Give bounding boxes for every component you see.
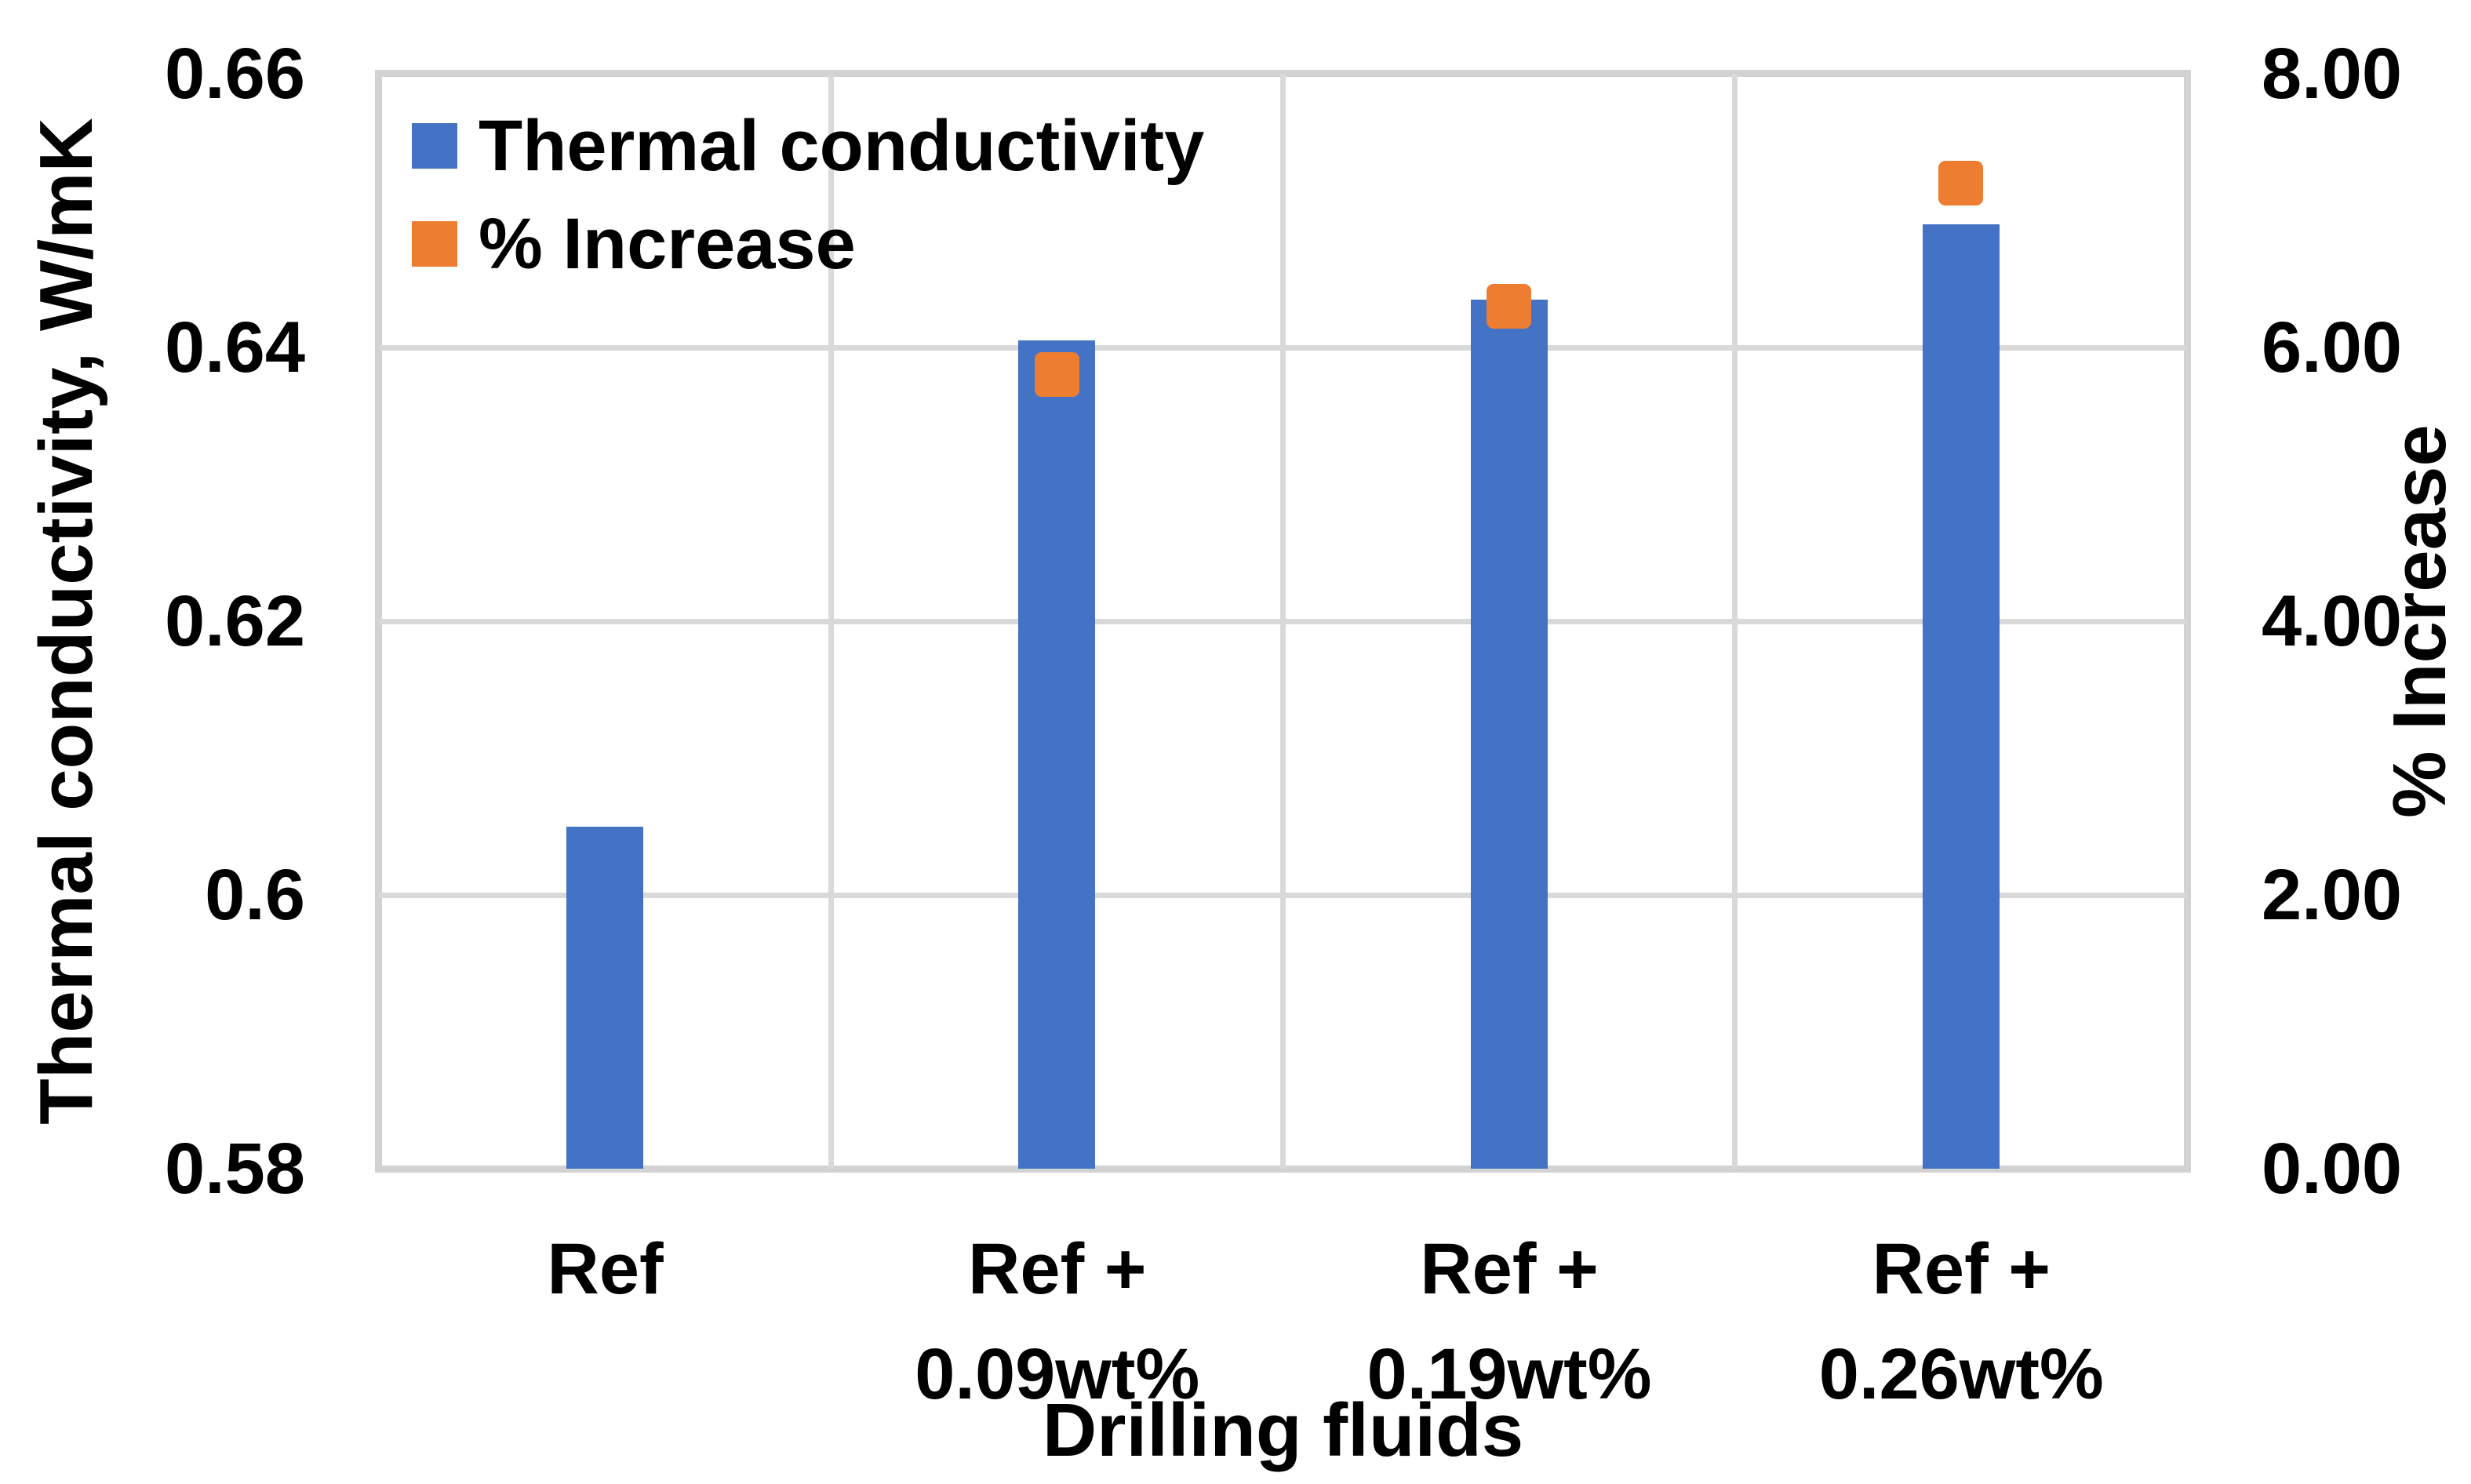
right-tick-label: 4.00: [2262, 581, 2403, 661]
x-category-label: Ref + 0.09wt%: [915, 1229, 1200, 1414]
plot-area-border: [375, 70, 2191, 1173]
left-tick-label: 0.58: [164, 1129, 305, 1209]
v-gridline: [1280, 74, 1286, 1169]
x-category-label: Ref + 0.19wt%: [1367, 1229, 1652, 1414]
bar-Ref + 0.26wt%: [1922, 224, 2000, 1169]
legend-swatch-blue: [412, 123, 457, 169]
legend-swatch-orange: [412, 221, 457, 267]
right-tick-label: 0.00: [2262, 1129, 2403, 1209]
x-category-label: Ref: [547, 1229, 664, 1309]
v-gridline: [1732, 74, 1738, 1169]
percent-increase-marker-Ref + 0.26wt%: [1938, 161, 1984, 206]
right-tick-label: 2.00: [2262, 855, 2403, 935]
legend-item-thermal-conductivity: Thermal conductivity: [412, 106, 1205, 186]
left-tick-label: 0.62: [164, 581, 305, 661]
bar-Ref: [566, 826, 644, 1169]
right-tick-label: 6.00: [2262, 307, 2403, 387]
plot-area: Thermal conductivity % Increase: [379, 74, 2187, 1169]
right-axis-title: % Increase: [2378, 424, 2462, 818]
percent-increase-marker-Ref + 0.09wt%: [1034, 352, 1079, 398]
bar-Ref + 0.09wt%: [1018, 340, 1096, 1169]
left-tick-label: 0.66: [164, 34, 305, 114]
legend-item-percent-increase: % Increase: [412, 204, 856, 284]
x-category-label: Ref + 0.26wt%: [1818, 1229, 2104, 1414]
bar-Ref + 0.19wt%: [1470, 299, 1548, 1169]
x-axis-title: Drilling fluids: [1042, 1388, 1524, 1472]
legend-label: % Increase: [479, 204, 856, 284]
left-tick-label: 0.64: [164, 307, 305, 387]
left-tick-label: 0.6: [205, 855, 305, 935]
percent-increase-marker-Ref + 0.19wt%: [1487, 284, 1532, 329]
right-tick-label: 8.00: [2262, 34, 2403, 114]
left-axis-title: Thermal conductivity, W/mK: [24, 118, 108, 1125]
v-gridline: [828, 74, 834, 1169]
legend-label: Thermal conductivity: [479, 106, 1205, 186]
